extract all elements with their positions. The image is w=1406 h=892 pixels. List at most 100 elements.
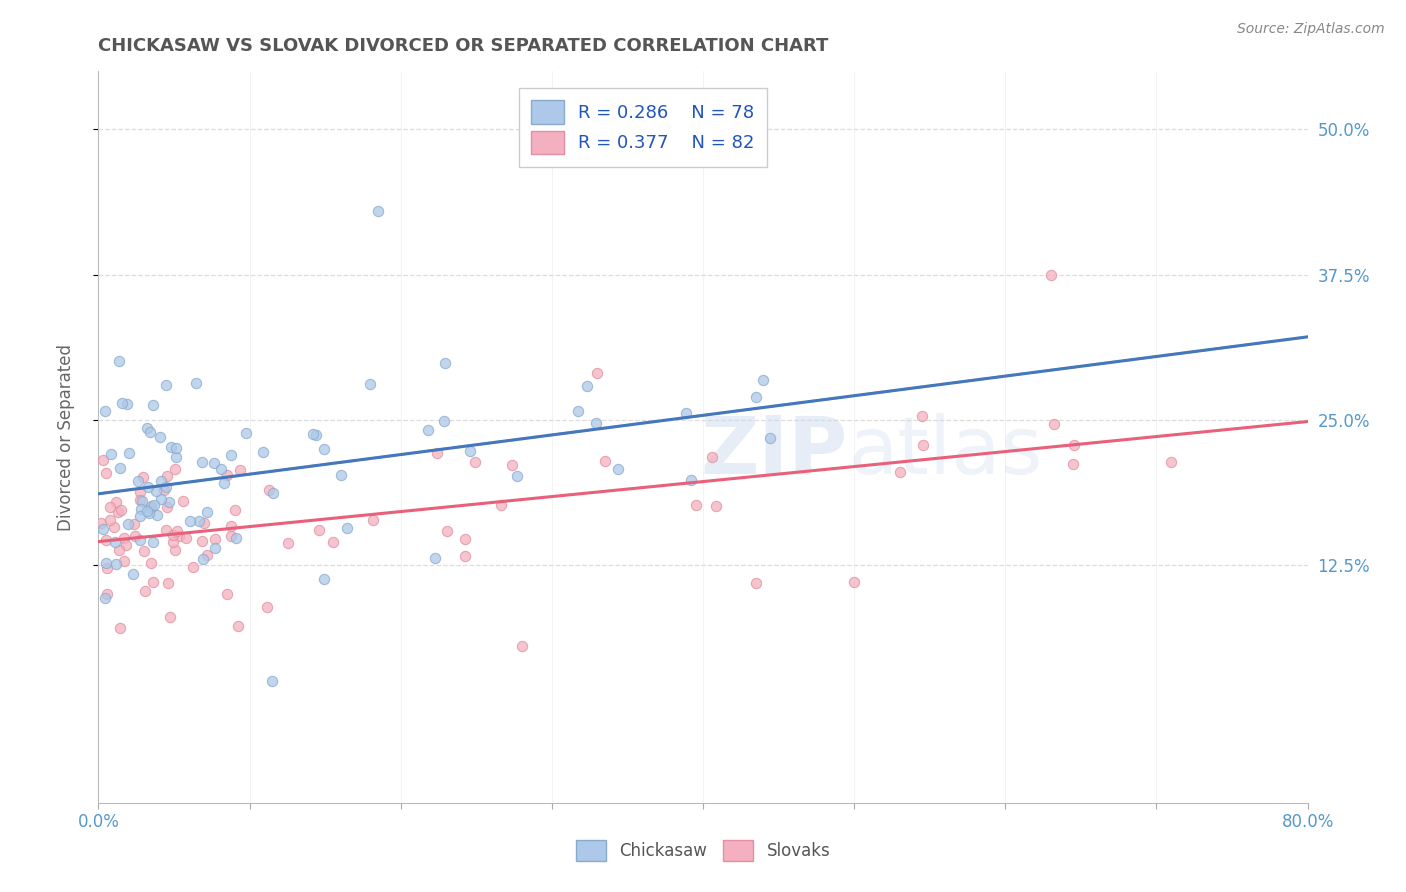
Point bbox=[418, 423, 440, 437]
Point bbox=[181, 559, 204, 574]
Text: ZIP: ZIP bbox=[700, 413, 848, 491]
Point bbox=[142, 534, 165, 549]
Point bbox=[308, 523, 330, 537]
Point bbox=[134, 584, 156, 599]
Point bbox=[118, 446, 141, 460]
Point bbox=[607, 461, 630, 475]
Point bbox=[184, 376, 207, 390]
Point bbox=[157, 575, 180, 590]
Point bbox=[103, 535, 125, 549]
Point bbox=[127, 474, 149, 488]
Point bbox=[685, 498, 707, 512]
Point bbox=[108, 621, 131, 635]
Point bbox=[91, 522, 114, 536]
Point bbox=[162, 534, 184, 549]
Point bbox=[193, 516, 215, 530]
Legend: Chickasaw, Slovaks: Chickasaw, Slovaks bbox=[569, 833, 837, 868]
Point bbox=[225, 531, 247, 545]
Text: CHICKASAW VS SLOVAK DIVORCED OR SEPARATED CORRELATION CHART: CHICKASAW VS SLOVAK DIVORCED OR SEPARATE… bbox=[98, 37, 828, 54]
Point bbox=[166, 524, 188, 538]
Point bbox=[131, 493, 153, 508]
Point bbox=[911, 409, 934, 423]
Point bbox=[165, 441, 187, 455]
Point bbox=[156, 500, 179, 515]
Point bbox=[215, 587, 238, 601]
Point bbox=[214, 476, 236, 491]
Point bbox=[367, 203, 389, 218]
Point bbox=[204, 532, 226, 546]
Point bbox=[132, 470, 155, 484]
Point bbox=[221, 529, 243, 543]
Point bbox=[93, 591, 115, 605]
Point bbox=[576, 379, 599, 393]
Point bbox=[312, 442, 335, 457]
Point bbox=[277, 536, 299, 550]
Point bbox=[128, 492, 150, 507]
Point bbox=[107, 505, 129, 519]
Point bbox=[155, 378, 177, 392]
Point bbox=[128, 533, 150, 547]
Point bbox=[752, 373, 775, 387]
Point bbox=[105, 558, 128, 572]
Point bbox=[501, 458, 523, 472]
Point bbox=[90, 516, 112, 530]
Point bbox=[94, 403, 117, 417]
Text: Source: ZipAtlas.com: Source: ZipAtlas.com bbox=[1237, 22, 1385, 37]
Point bbox=[142, 575, 165, 590]
Point bbox=[191, 552, 214, 566]
Point bbox=[108, 543, 131, 558]
Point bbox=[257, 483, 280, 498]
Point bbox=[172, 494, 194, 508]
Point bbox=[745, 390, 768, 404]
Point bbox=[139, 556, 162, 570]
Point bbox=[156, 468, 179, 483]
Point bbox=[1039, 268, 1062, 282]
Point bbox=[235, 426, 257, 441]
Point bbox=[163, 543, 186, 558]
Point bbox=[159, 440, 181, 454]
Point bbox=[675, 406, 697, 420]
Point bbox=[139, 499, 162, 513]
Point bbox=[256, 599, 278, 614]
Point bbox=[104, 495, 127, 509]
Point bbox=[1160, 455, 1182, 469]
Point bbox=[1063, 438, 1085, 452]
Point bbox=[704, 500, 727, 514]
Point bbox=[162, 528, 184, 542]
Point bbox=[115, 397, 138, 411]
Point bbox=[359, 377, 381, 392]
Point bbox=[195, 548, 218, 562]
Point bbox=[179, 514, 201, 528]
Point bbox=[585, 416, 607, 430]
Point bbox=[229, 462, 252, 476]
Point bbox=[454, 549, 477, 563]
Point bbox=[458, 444, 481, 458]
Point bbox=[759, 431, 782, 445]
Point bbox=[219, 518, 242, 533]
Point bbox=[108, 461, 131, 475]
Point bbox=[143, 498, 166, 512]
Point bbox=[157, 495, 180, 509]
Point bbox=[204, 541, 226, 556]
Point bbox=[96, 466, 118, 480]
Point bbox=[142, 398, 165, 412]
Point bbox=[155, 480, 177, 494]
Point bbox=[121, 567, 143, 582]
Point bbox=[165, 450, 187, 464]
Point bbox=[1062, 457, 1084, 471]
Point bbox=[100, 447, 122, 461]
Point bbox=[98, 513, 121, 527]
Point bbox=[155, 523, 177, 537]
Point bbox=[167, 529, 190, 543]
Point bbox=[190, 534, 212, 549]
Point bbox=[190, 455, 212, 469]
Point bbox=[108, 354, 131, 368]
Point bbox=[132, 544, 155, 558]
Point bbox=[567, 404, 589, 418]
Point bbox=[224, 503, 246, 517]
Point bbox=[117, 517, 139, 532]
Point bbox=[844, 575, 866, 590]
Point bbox=[146, 508, 169, 522]
Point bbox=[336, 521, 359, 535]
Point bbox=[94, 557, 117, 571]
